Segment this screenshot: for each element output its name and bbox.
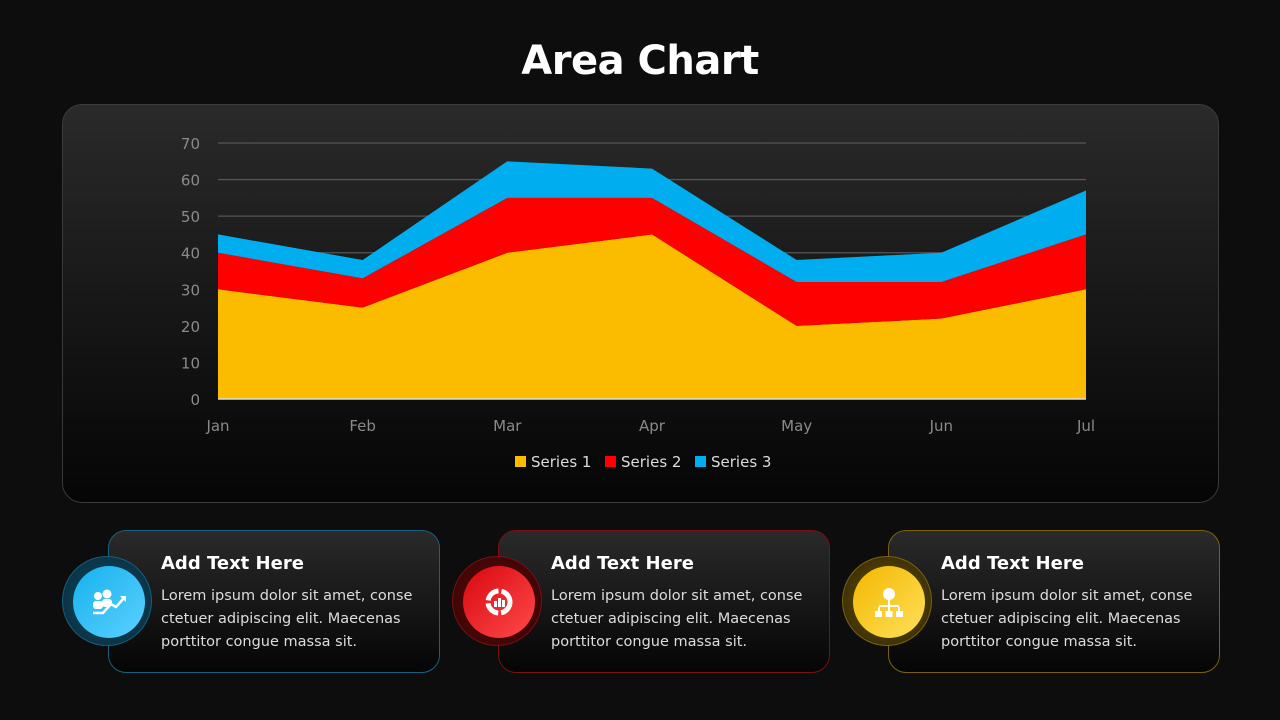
- x-tick-label: Mar: [493, 417, 522, 435]
- page-title: Area Chart: [521, 38, 759, 84]
- y-tick-label: 70: [181, 135, 200, 153]
- y-tick-label: 40: [181, 245, 200, 263]
- y-tick-label: 60: [181, 172, 200, 190]
- x-tick-label: Feb: [349, 417, 376, 435]
- hierarchy-bulb-icon: [853, 566, 925, 638]
- info-card-2: Add Text Here Lorem ipsum dolor sit amet…: [498, 530, 830, 673]
- y-tick-label: 10: [181, 354, 200, 372]
- legend-swatch: [605, 456, 616, 467]
- legend-swatch: [515, 456, 526, 467]
- y-tick-label: 0: [190, 391, 200, 409]
- x-tick-label: May: [781, 417, 812, 435]
- x-tick-label: Jul: [1076, 417, 1095, 435]
- y-tick-label: 30: [181, 281, 200, 299]
- donut-chart-icon: [463, 566, 535, 638]
- legend-swatch: [695, 456, 706, 467]
- info-card-3: Add Text Here Lorem ipsum dolor sit amet…: [888, 530, 1220, 673]
- card-heading: Add Text Here: [941, 553, 1084, 574]
- area-chart: 0 10 20 30 40 50 60 70 Jan Feb Mar Apr May Jun Jul Seri…: [181, 135, 1095, 471]
- card-heading: Add Text Here: [161, 553, 304, 574]
- x-tick-label: Jun: [929, 417, 953, 435]
- card-heading: Add Text Here: [551, 553, 694, 574]
- card-body: Lorem ipsum dolor sit amet, conse ctetue…: [941, 588, 1193, 650]
- legend-label: Series 3: [711, 453, 771, 471]
- legend-label: Series 1: [531, 453, 591, 471]
- card-body: Lorem ipsum dolor sit amet, conse ctetue…: [161, 588, 413, 650]
- x-tick-label: Apr: [639, 417, 666, 435]
- card-body: Lorem ipsum dolor sit amet, conse ctetue…: [551, 588, 803, 650]
- info-card-1: Add Text Here Lorem ipsum dolor sit amet…: [108, 530, 440, 673]
- series-area-1: [218, 234, 1086, 399]
- series-area-3: [218, 161, 1086, 282]
- chart-panel: 0 10 20 30 40 50 60 70 Jan Feb Mar Apr May Jun Jul Seri…: [62, 104, 1219, 503]
- y-tick-label: 20: [181, 318, 200, 336]
- series-area-2: [218, 197, 1086, 326]
- y-tick-label: 50: [181, 208, 200, 226]
- x-tick-label: Jan: [205, 417, 229, 435]
- team-growth-icon: [73, 566, 145, 638]
- legend-label: Series 2: [621, 453, 681, 471]
